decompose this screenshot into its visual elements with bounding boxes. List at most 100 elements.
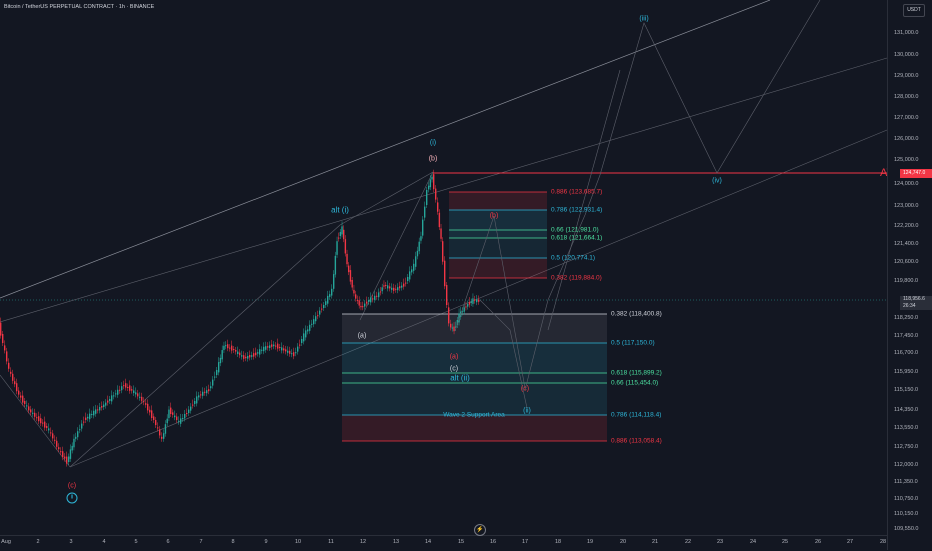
price-tick-label: 115,150.0	[894, 387, 919, 393]
candle-body	[333, 274, 335, 289]
candle-body	[123, 385, 125, 387]
candle-body	[229, 347, 231, 349]
candle-body	[323, 305, 325, 308]
candle-body	[219, 357, 222, 364]
projection-abc	[454, 215, 526, 389]
candle-body	[383, 285, 385, 287]
candle-body	[255, 352, 257, 356]
candle-body	[418, 241, 420, 252]
candle-body	[378, 292, 380, 298]
candle-body	[476, 299, 478, 303]
candle-body	[303, 333, 305, 342]
candle-body	[413, 263, 415, 271]
wave-label-a-red: (a)	[449, 353, 459, 361]
candle-body	[474, 299, 476, 301]
price-tick-label: 115,950.0	[894, 369, 919, 375]
price-tick-label: 126,000.0	[894, 136, 919, 142]
candle-body	[470, 301, 472, 303]
candle-body	[180, 418, 182, 424]
candle-body	[14, 381, 16, 385]
candle-body	[247, 356, 249, 359]
candle-body	[297, 346, 299, 352]
candle-body	[131, 389, 133, 391]
price-tick-label: 118,250.0	[894, 315, 919, 321]
current-price-value: 118,956.6	[903, 296, 925, 302]
candle-body	[444, 260, 446, 287]
candle-body	[393, 287, 395, 291]
candle-body	[291, 353, 293, 355]
currency-button[interactable]: USDT	[903, 4, 925, 17]
candle-body	[346, 253, 348, 265]
candle-body	[192, 404, 194, 406]
candle-body	[221, 350, 223, 360]
candle-body	[241, 355, 243, 357]
candle-body	[145, 403, 147, 405]
ath-price-tag: 124,747.0	[900, 169, 932, 178]
candle-body	[395, 288, 397, 290]
wave-label-ii-projection: (ii)	[523, 407, 531, 415]
candle-body	[216, 370, 218, 375]
candle-body	[159, 429, 161, 436]
candle-body	[315, 316, 317, 322]
candle-body	[22, 395, 24, 403]
price-tick-label: 127,000.0	[894, 115, 919, 121]
candle-body	[376, 295, 378, 297]
candle-body	[46, 426, 48, 428]
candle-body	[178, 420, 180, 422]
candle-body	[253, 353, 255, 357]
price-tick-label: 122,200.0	[894, 223, 919, 229]
candle-body	[127, 387, 129, 388]
candle-body	[265, 346, 267, 350]
price-tick-label: 124,000.0	[894, 181, 919, 187]
time-axis[interactable]	[0, 535, 887, 551]
candle-body	[34, 412, 36, 417]
candle-body	[202, 391, 204, 396]
candle-body	[85, 417, 87, 420]
projection-path	[454, 0, 821, 409]
candle-body	[89, 413, 91, 420]
candle-body	[50, 432, 52, 434]
candle-body	[166, 418, 168, 424]
candle-body	[381, 287, 383, 292]
price-tick-label: 119,800.0	[894, 278, 919, 284]
current-price-tag: 118,956.6 26:34	[900, 296, 932, 310]
time-tick-label: 19	[586, 539, 594, 545]
candle-body	[287, 350, 289, 353]
time-tick-label: 4	[102, 539, 106, 545]
candle-body	[83, 421, 85, 423]
candle-body	[311, 323, 313, 325]
fib-boxes	[342, 191, 607, 442]
candle-body	[319, 310, 321, 315]
wave-label-iii: (iii)	[639, 15, 649, 23]
candle-body	[196, 396, 198, 404]
candle-body	[431, 176, 433, 180]
fib-lower-0382: 0.382 (118,400.8)	[611, 310, 662, 318]
candle-body	[269, 345, 271, 348]
candle-body	[103, 404, 105, 407]
candle-body	[428, 185, 430, 190]
candle-body	[293, 352, 295, 357]
candle-body	[32, 412, 34, 414]
candle-body	[309, 324, 311, 331]
upper-channel-line	[0, 0, 771, 299]
lightning-icon[interactable]: ⚡	[474, 524, 486, 536]
fib-upper-0618: 0.618 (121,664.1)	[551, 234, 603, 242]
price-axis[interactable]: 131,000.0 130,000.0 129,000.0 128,000.0 127,…	[887, 0, 932, 550]
time-tick-label: 10	[294, 539, 302, 545]
wave-label-c-bottom: (c)	[67, 482, 77, 490]
candle-body	[403, 283, 405, 287]
price-tick-label: 123,000.0	[894, 203, 919, 209]
candle-body	[16, 383, 18, 392]
candle-body	[149, 409, 151, 413]
candle-body	[368, 300, 370, 302]
candle-body	[40, 418, 42, 424]
candle-body	[64, 456, 66, 459]
candle-body	[397, 287, 399, 291]
price-tick-label: 121,400.0	[894, 241, 919, 247]
candle-body	[366, 301, 368, 304]
candle-body	[239, 352, 241, 356]
candle-body	[30, 409, 32, 413]
candle-body	[364, 303, 366, 307]
candle-body	[206, 390, 208, 394]
